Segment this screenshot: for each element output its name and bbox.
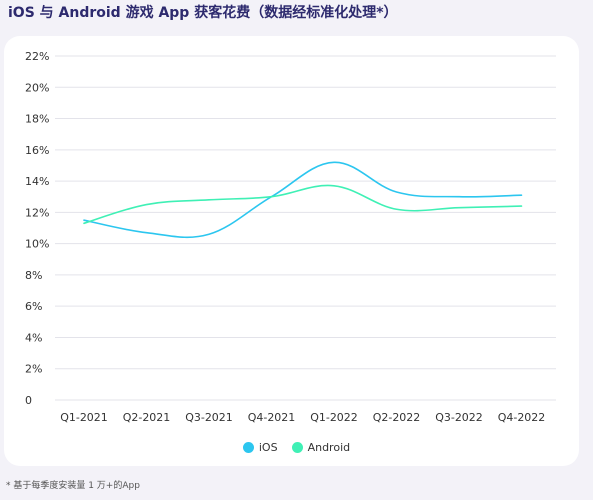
y-tick-label: 12% <box>25 206 49 219</box>
x-tick-label: Q2-2022 <box>373 411 421 424</box>
x-tick-label: Q3-2021 <box>185 411 233 424</box>
y-tick-label: 16% <box>25 144 49 157</box>
y-tick-label: 4% <box>25 331 42 344</box>
y-tick-label: 10% <box>25 238 49 251</box>
y-tick-label: 20% <box>25 81 49 94</box>
x-tick-label: Q1-2022 <box>310 411 358 424</box>
x-tick-label: Q3-2022 <box>435 411 483 424</box>
chart-card <box>4 36 579 466</box>
legend-item-android[interactable]: Android <box>291 441 351 454</box>
y-tick-label: 22% <box>25 50 49 63</box>
footnote: * 基于每季度安装量 1 万+的App <box>6 481 140 491</box>
legend-label-android: Android <box>307 441 351 454</box>
y-tick-label: 6% <box>25 300 42 313</box>
y-tick-label: 8% <box>25 269 42 282</box>
chart-title: iOS 与 Android 游戏 App 获客花费（数据经标准化处理*） <box>8 5 398 21</box>
x-tick-label: Q4-2021 <box>248 411 296 424</box>
y-tick-label: 2% <box>25 363 42 376</box>
legend-marker-android <box>291 442 303 453</box>
y-tick-label: 0 <box>25 394 32 407</box>
x-tick-label: Q4-2022 <box>498 411 546 424</box>
x-tick-label: Q1-2021 <box>60 411 108 424</box>
legend-label-ios: iOS <box>258 441 278 454</box>
legend-marker-ios <box>242 442 254 453</box>
y-tick-label: 18% <box>25 113 49 126</box>
chart-legend: iOS Android <box>0 441 593 454</box>
y-tick-label: 14% <box>25 175 49 188</box>
legend-item-ios[interactable]: iOS <box>242 441 278 454</box>
series-line-android <box>83 184 523 225</box>
x-tick-label: Q2-2021 <box>123 411 171 424</box>
series-line-ios <box>83 161 523 239</box>
